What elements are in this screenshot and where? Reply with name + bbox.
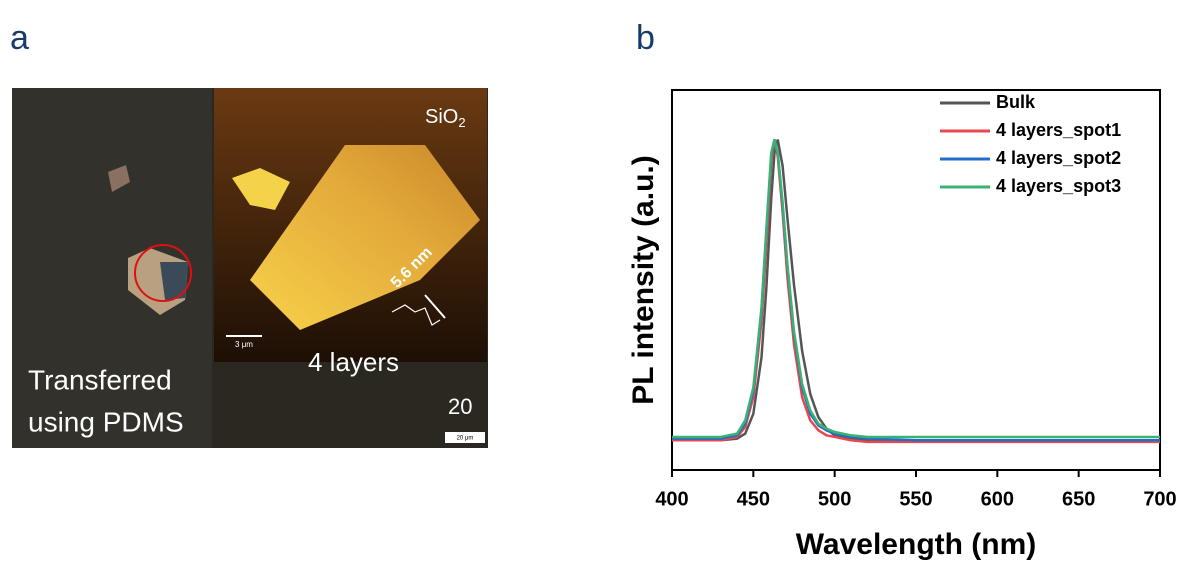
scale-label: 3 μm: [235, 340, 253, 349]
profile: [391, 304, 441, 326]
panel-label: b: [636, 19, 655, 57]
flake: [108, 165, 130, 192]
magnification: 20: [448, 394, 472, 419]
layers-label: 4 layers: [308, 347, 399, 377]
legend-label: 4 layers_spot1: [996, 120, 1121, 140]
y-axis-title: PL intensity (a.u.): [627, 155, 660, 404]
x-tick-label: 500: [818, 488, 851, 510]
substrate: SiO: [425, 106, 458, 128]
flake: [250, 145, 480, 330]
flake: [160, 262, 188, 300]
subscript: 2: [458, 115, 465, 130]
x-tick-label: 400: [655, 488, 688, 510]
x-tick-label: 450: [737, 488, 770, 510]
x-tick-label: 600: [981, 488, 1014, 510]
scale-box: [445, 432, 485, 443]
x-axis-title: Wavelength (nm): [796, 528, 1037, 561]
panel-label: a: [10, 19, 29, 57]
x-tick-label: 700: [1143, 488, 1176, 510]
x-tick-label: 550: [899, 488, 932, 510]
flake: [232, 168, 290, 210]
legend-label: 4 layers_spot2: [996, 148, 1121, 168]
arrow: [424, 294, 446, 319]
series-line: [672, 139, 1160, 442]
scale-label: 20 μm: [457, 436, 474, 442]
x-tick-label: 650: [1062, 488, 1095, 510]
caption: using PDMS: [28, 406, 184, 437]
legend-label: Bulk: [996, 92, 1036, 112]
highlight-circle: [134, 244, 192, 302]
legend-label: 4 layers_spot3: [996, 176, 1121, 196]
substrate-label: SiO2: [425, 106, 466, 130]
caption: Transferred: [28, 364, 172, 395]
series-line: [672, 139, 1160, 439]
